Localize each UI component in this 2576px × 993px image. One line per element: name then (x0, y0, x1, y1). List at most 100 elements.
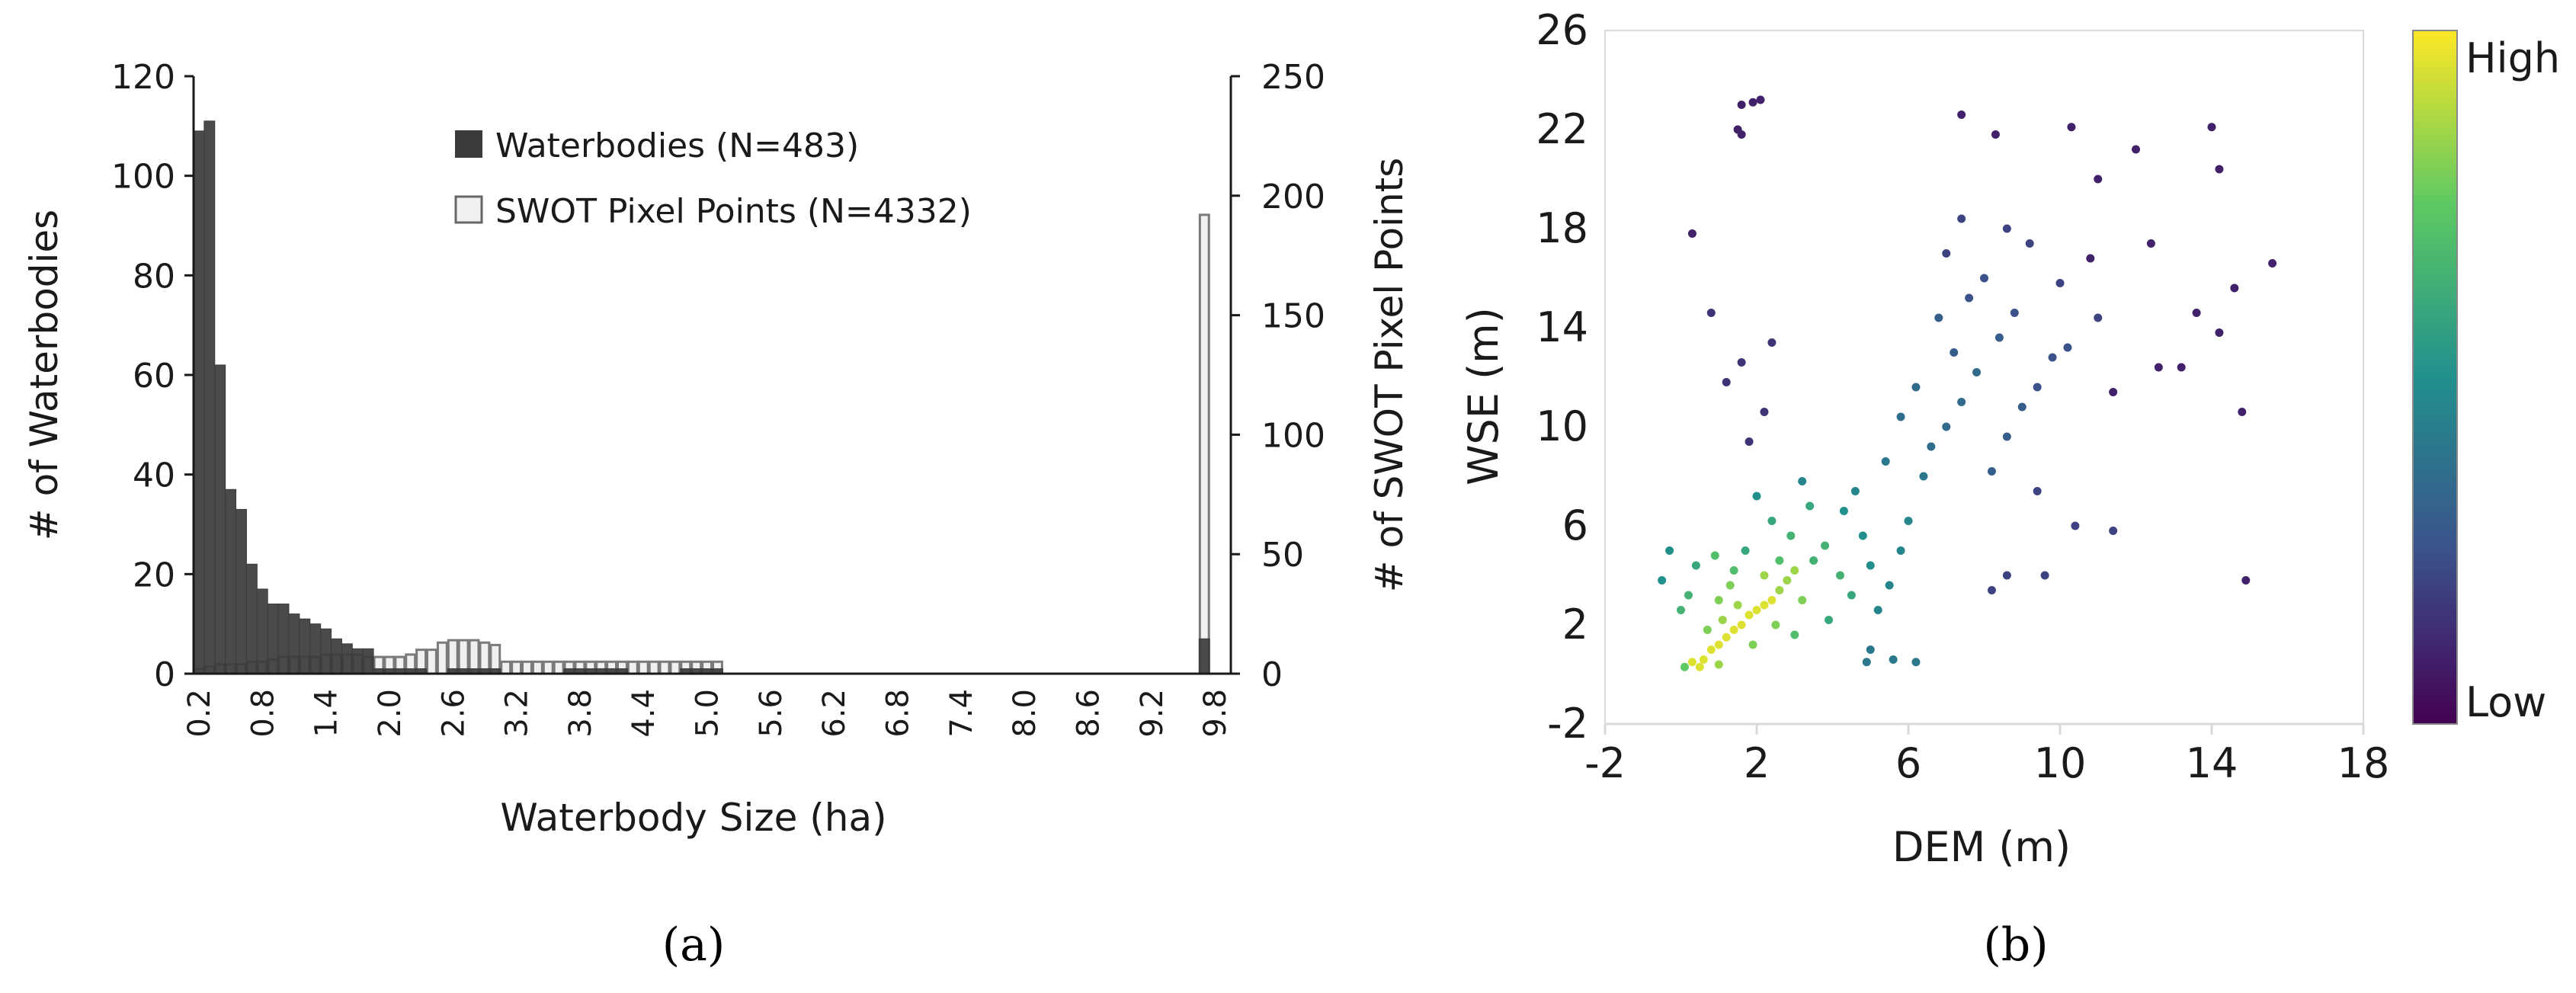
scatter-point (1714, 660, 1723, 669)
scatter-point (1798, 596, 1807, 604)
x-tick-label: 9.8 (1198, 689, 1233, 738)
scatter-point (1733, 601, 1742, 610)
scatter-point (1972, 368, 1982, 376)
scatter-point (1987, 467, 1996, 476)
x-tick-label: 5.6 (754, 689, 789, 738)
scatter-point (2086, 254, 2095, 263)
x-tick-label: 0.2 (182, 689, 217, 738)
scatter-point (1695, 662, 1704, 671)
legend-swatch-swot (454, 195, 483, 224)
scatter-point (1790, 566, 1799, 575)
scatter-point (1767, 517, 1777, 525)
scatter-x-tick-label: 14 (2186, 739, 2238, 787)
scatter-x-tick-label: 10 (2034, 739, 2087, 787)
scatter-point (1790, 630, 1799, 639)
scatter-point (1775, 556, 1784, 565)
scatter-point (1710, 551, 1719, 560)
scatter-point (1805, 501, 1815, 511)
scatter-point (2215, 165, 2224, 174)
legend-swatch-waterbodies (455, 130, 482, 158)
scatter-point (1714, 640, 1723, 649)
scatter-point (1957, 398, 1966, 406)
scatter-points (1658, 95, 2277, 671)
waterbody-bar (203, 120, 216, 674)
scatter-point (2055, 279, 2065, 287)
swot-bar (648, 660, 660, 675)
waterbody-bar (309, 623, 322, 674)
scatter-point (1729, 566, 1738, 575)
waterbody-bar (299, 618, 311, 674)
waterbody-bar (288, 613, 300, 674)
scatter-point (1825, 616, 1834, 624)
scatter-point (1722, 378, 1731, 386)
waterbody-bar (235, 508, 247, 674)
scatter-point (2002, 432, 2011, 441)
scatter-y-tick-label: -2 (1547, 700, 1588, 748)
scatter-point (1748, 98, 1757, 107)
scatter-point (2040, 571, 2049, 580)
scatter-y-tick-label: 10 (1536, 402, 1588, 450)
scatter-point (2230, 283, 2239, 293)
scatter-point (1733, 125, 1742, 134)
y-axis-label-right: # of SWOT Pixel Points (1367, 158, 1411, 593)
waterbody-bar (225, 488, 237, 674)
waterbody-bar (245, 563, 258, 674)
swot-bar (521, 660, 533, 675)
waterbody-bar (267, 604, 279, 674)
x-tick-label: 2.0 (373, 689, 408, 738)
swot-bar (637, 660, 649, 675)
scatter-point (1722, 633, 1731, 642)
x-tick-label: 6.8 (881, 689, 916, 738)
scatter-point (2033, 487, 2042, 495)
waterbody-bar (277, 604, 290, 674)
scatter-point (1767, 596, 1777, 604)
right-y-tick-label: 0 (1261, 655, 1283, 694)
scatter-point (2207, 123, 2216, 132)
scatter-x-ticks: -2 2 6 10 14 18 (1584, 724, 2389, 787)
scatter-y-axis-label: WSE (m) (1459, 307, 1507, 485)
swot-bar (426, 649, 437, 675)
left-y-tick-label: 0 (154, 655, 175, 694)
colorbar-high-label: High (2465, 34, 2560, 82)
scatter-x-axis-label: DEM (m) (1892, 823, 2071, 871)
scatter-point (2002, 224, 2011, 233)
scatter-point (1858, 531, 1867, 540)
scatter-point (1911, 658, 1921, 667)
scatter-point (1942, 249, 1951, 258)
right-y-tick-label: 200 (1261, 178, 1325, 216)
swot-bar (626, 660, 639, 675)
left-y-tick-label: 40 (133, 456, 175, 495)
scatter-point (1684, 591, 1693, 600)
scatter-point (2071, 521, 2080, 530)
scatter-point (1737, 101, 1746, 109)
x-tick-label: 5.0 (690, 689, 726, 738)
waterbody-bar (1198, 638, 1210, 674)
scatter-point (1850, 487, 1860, 495)
scatter-point (1737, 358, 1746, 367)
right-y-tick-label: 100 (1261, 416, 1325, 455)
scatter-point (1729, 626, 1738, 634)
scatter-point (2177, 363, 2186, 372)
colorbar (2412, 30, 2458, 725)
scatter-point (1680, 662, 1689, 671)
x-tick-label: 0.8 (245, 689, 280, 738)
x-tick-label: 1.4 (309, 689, 344, 738)
scatter-y-tick-label: 26 (1536, 6, 1588, 54)
scatter-point (1737, 620, 1746, 629)
scatter-point (1885, 581, 1894, 590)
scatter-point (2025, 239, 2034, 248)
left-y-tick-label: 120 (111, 58, 175, 97)
legend-label-swot: SWOT Pixel Points (N=4332) (495, 192, 972, 231)
panel-a-histogram: 0 20 40 60 80 100 120 0 50 100 150 200 250 0.2 0.8 1.… (22, 58, 1411, 972)
x-tick-label: 7.4 (944, 689, 979, 738)
scatter-x-tick-label: -2 (1584, 739, 1626, 787)
scatter-point (2268, 259, 2277, 267)
x-ticks: 0.2 0.8 1.4 2.0 2.6 3.2 3.8 4.4 5.0 5.6 6.2 6.8 7.4 8… (182, 689, 1233, 738)
scatter-point (1994, 333, 2004, 342)
scatter-point (1687, 658, 1697, 667)
scatter-point (1745, 610, 1754, 620)
waterbody-bar (320, 628, 332, 674)
left-y-tick-label: 60 (133, 357, 175, 396)
